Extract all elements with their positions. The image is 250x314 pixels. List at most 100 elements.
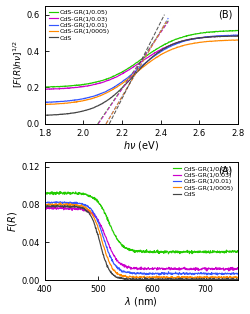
Line: CdS-GR(1/0.01): CdS-GR(1/0.01) [45,202,238,275]
CdS [78,206,81,209]
CdS-GR(1/0005) [78,99,81,103]
Legend: CdS-GR(1/0.05), CdS-GR(1/0.03), CdS-GR(1/0.01), CdS-GR(1/0005), CdS: CdS-GR(1/0.05), CdS-GR(1/0.03), CdS-GR(1… [170,164,236,199]
CdS-GR(1/0.03) [236,34,239,37]
CdS-GR(1/0005) [235,38,238,42]
CdS-GR(1/0005) [189,42,192,46]
CdS-GR(1/0.03) [48,88,51,91]
CdS [189,37,192,41]
CdS [131,75,134,79]
CdS-GR(1/0.01) [43,100,46,104]
CdS-GR(1/0.05) [172,38,176,42]
CdS-GR(1/0.03) [205,269,208,273]
CdS-GR(1/0.03) [93,83,96,86]
Text: (B): (B) [218,9,232,19]
Line: CdS: CdS [45,36,238,116]
CdS-GR(1/0005) [236,38,239,42]
CdS-GR(1/0.01) [236,272,239,275]
CdS [131,276,134,280]
CdS [189,277,192,281]
CdS-GR(1/0005) [172,47,176,51]
CdS-GR(1/0.01) [93,212,96,216]
CdS-GR(1/0.01) [45,100,48,104]
CdS-GR(1/0.01) [78,98,81,101]
CdS-GR(1/0005) [93,217,96,221]
CdS-GR(1/0.01) [158,273,161,277]
CdS-GR(1/0.05) [78,192,81,195]
CdS-GR(1/0.01) [78,202,81,205]
CdS-GR(1/0.01) [236,33,239,37]
CdS-GR(1/0.03) [172,268,176,271]
CdS-GR(1/0.03) [131,66,134,69]
CdS-GR(1/0.01) [172,43,176,47]
CdS [236,34,239,38]
CdS [43,113,46,117]
CdS-GR(1/0005) [43,102,46,106]
CdS-GR(1/0.03) [131,267,134,270]
CdS-GR(1/0005) [157,275,160,279]
CdS-GR(1/0.03) [189,268,192,271]
CdS-GR(1/0.03) [93,213,96,217]
Line: CdS: CdS [45,205,238,281]
CdS-GR(1/0.03) [236,267,239,271]
CdS-GR(1/0.01) [131,72,134,76]
CdS-GR(1/0005) [189,275,192,279]
Line: CdS-GR(1/0.03): CdS-GR(1/0.03) [45,207,238,271]
CdS [130,279,134,283]
CdS-GR(1/0.01) [189,38,192,41]
CdS-GR(1/0005) [44,103,47,106]
CdS-GR(1/0.05) [173,251,176,255]
CdS-GR(1/0.03) [43,206,46,210]
CdS-GR(1/0.05) [157,46,160,50]
Y-axis label: $F(R)$: $F(R)$ [6,210,18,232]
CdS [56,203,59,207]
CdS [78,110,81,114]
Text: (A): (A) [218,165,232,176]
X-axis label: $\lambda$ (nm): $\lambda$ (nm) [124,295,158,308]
CdS-GR(1/0.03) [78,206,81,210]
CdS [158,278,161,282]
Line: CdS-GR(1/0.03): CdS-GR(1/0.03) [45,35,238,89]
CdS [46,114,50,117]
CdS-GR(1/0005) [172,276,176,279]
CdS-GR(1/0.05) [189,33,192,37]
Line: CdS-GR(1/0005): CdS-GR(1/0005) [45,40,238,105]
Y-axis label: $[F(R)h\nu]^{1/2}$: $[F(R)h\nu]^{1/2}$ [12,41,25,89]
CdS-GR(1/0.01) [189,272,192,276]
CdS-GR(1/0005) [59,201,62,205]
CdS-GR(1/0.03) [157,267,160,271]
CdS-GR(1/0.01) [232,33,235,37]
CdS-GR(1/0.01) [131,272,134,276]
CdS [43,204,46,208]
CdS [236,277,239,281]
CdS-GR(1/0005) [78,204,81,208]
CdS-GR(1/0.01) [157,271,160,275]
CdS-GR(1/0.01) [93,94,96,98]
CdS-GR(1/0.05) [44,85,47,89]
CdS-GR(1/0005) [43,202,46,206]
CdS-GR(1/0005) [93,96,96,100]
CdS-GR(1/0.05) [93,196,96,199]
CdS-GR(1/0.05) [93,80,96,84]
Line: CdS-GR(1/0.01): CdS-GR(1/0.01) [45,35,238,102]
CdS-GR(1/0.03) [43,87,46,91]
CdS-GR(1/0.05) [189,250,192,254]
Legend: CdS-GR(1/0.05), CdS-GR(1/0.03), CdS-GR(1/0.01), CdS-GR(1/0005), CdS: CdS-GR(1/0.05), CdS-GR(1/0.03), CdS-GR(1… [46,8,112,43]
CdS [93,105,96,109]
CdS-GR(1/0.05) [43,85,46,89]
CdS-GR(1/0.01) [54,200,58,203]
CdS-GR(1/0005) [186,277,189,280]
Line: CdS-GR(1/0.05): CdS-GR(1/0.05) [45,192,238,254]
CdS-GR(1/0005) [131,74,134,78]
CdS-GR(1/0.03) [62,205,65,209]
CdS-GR(1/0.05) [78,84,81,87]
CdS-GR(1/0.05) [58,190,61,193]
CdS-GR(1/0.05) [236,29,239,32]
CdS [173,278,176,282]
X-axis label: $h\nu$ (eV): $h\nu$ (eV) [123,139,159,152]
CdS-GR(1/0.05) [167,252,170,256]
CdS-GR(1/0.03) [172,42,176,46]
CdS-GR(1/0.05) [157,250,160,254]
CdS-GR(1/0.05) [131,64,134,68]
CdS [157,50,160,54]
CdS-GR(1/0005) [157,54,160,58]
